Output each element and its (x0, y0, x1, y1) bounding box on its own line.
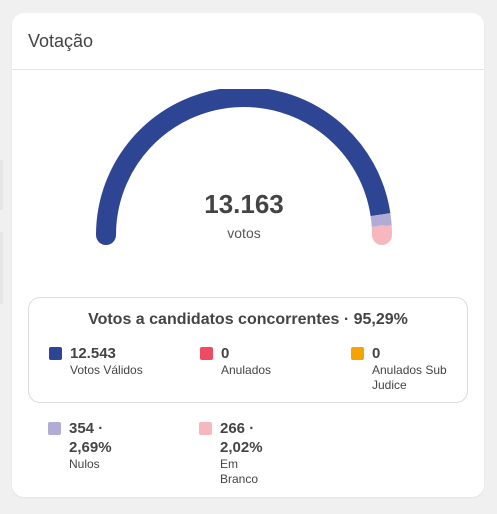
gauge-total: 13.163 (204, 189, 284, 219)
stat-votos-validos: 12.543 Votos Válidos (49, 344, 189, 378)
stat-em-branco: 266 · 2,02% Em Branco (199, 419, 279, 487)
card-title: Votação (28, 30, 94, 51)
stat-label: Nulos (69, 457, 100, 471)
concorrentes-title: Votos a candidatos concorrentes · 95,29% (88, 311, 408, 328)
stat-value: 354 · 2,69% (69, 420, 112, 456)
stat-nulos: 354 · 2,69% Nulos (48, 419, 128, 472)
gauge-segment-valid (96, 89, 391, 236)
gauge-chart (96, 89, 392, 245)
legend-swatch-anulados (200, 347, 213, 360)
background-panel-edge-bottom (0, 232, 3, 304)
stat-label: Anulados Sub Judice (372, 363, 447, 392)
gauge-cap-valid (96, 225, 116, 245)
gauge-cap-branco (372, 225, 392, 245)
gauge-center: 13.163 votos (96, 189, 392, 241)
stat-anulados: 0 Anulados (200, 344, 320, 378)
concorrentes-box: Votos a candidatos concorrentes · 95,29%… (28, 297, 468, 403)
stat-value: 0 (221, 345, 230, 362)
vote-gauge: 13.163 votos (96, 89, 392, 259)
stat-value: 0 (372, 345, 381, 362)
legend-swatch-sub-judice (351, 347, 364, 360)
stat-anulados-sub-judice: 0 Anulados Sub Judice (351, 344, 459, 393)
legend-swatch-validos (49, 347, 62, 360)
stat-label: Anulados (221, 363, 272, 377)
legend-swatch-nulos (48, 422, 61, 435)
stat-label: Em Branco (220, 457, 259, 486)
stat-value: 266 · 2,02% (220, 420, 263, 456)
legend-swatch-em-branco (199, 422, 212, 435)
card-header: Votação (12, 13, 484, 70)
stat-value: 12.543 (70, 345, 116, 362)
stat-label: Votos Válidos (70, 363, 143, 377)
votacao-card: Votação 13.163 votos Votos a candidatos … (12, 13, 484, 497)
gauge-unit: votos (227, 225, 261, 241)
background-panel-edge-top (0, 160, 3, 210)
